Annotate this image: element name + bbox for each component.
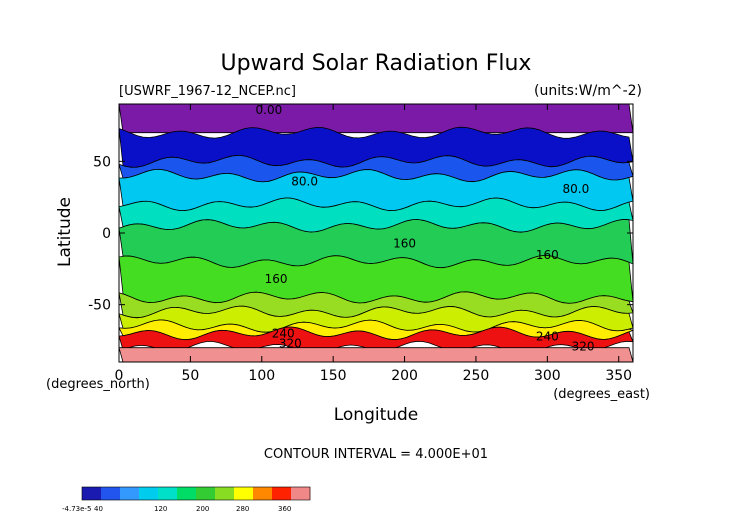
contour-interval-text: CONTOUR INTERVAL = 4.000E+01 <box>264 447 488 462</box>
y-axis-label: Latitude <box>55 197 75 267</box>
colorbar-swatch <box>139 487 159 500</box>
field-bands <box>119 104 633 362</box>
colorbar-swatch <box>158 487 178 500</box>
colorbar-tick-label: 120 <box>154 505 167 513</box>
x-tick-label: 300 <box>534 368 561 384</box>
contour-label: 0.00 <box>256 103 283 117</box>
contour-label: 320 <box>279 337 302 351</box>
band-0 <box>119 104 633 134</box>
colorbar-swatch <box>177 487 197 500</box>
colorbar-tick-label: 40 <box>94 505 103 513</box>
colorbar-swatch <box>272 487 292 500</box>
contour-label: 80.0 <box>563 182 590 196</box>
colorbar-swatch <box>196 487 216 500</box>
colorbar-swatch <box>291 487 311 500</box>
colorbar-tick-label: 360 <box>278 505 291 513</box>
colorbar-swatch <box>215 487 235 500</box>
contour-label: 160 <box>265 272 288 286</box>
band-10 <box>119 326 633 355</box>
x-tick-label: 100 <box>248 368 275 384</box>
contour-label: 80.0 <box>291 175 318 189</box>
colorbar-swatch <box>101 487 121 500</box>
x-unit-label: (degrees_east) <box>553 387 650 402</box>
x-tick-label: 250 <box>463 368 490 384</box>
colorbar: -4.73e-5 40 120 200 280 360 <box>62 486 311 513</box>
x-tick-label: 0 <box>115 368 124 384</box>
contour-label: 160 <box>393 236 416 250</box>
y-tick-label: 50 <box>93 154 111 170</box>
x-tick-label: 50 <box>181 368 199 384</box>
x-tick-label: 200 <box>391 368 418 384</box>
contour-label: 240 <box>536 330 559 344</box>
y-tick-label: 0 <box>102 226 111 242</box>
units-label: (units:W/m^-2) <box>534 83 642 99</box>
contour-label: 160 <box>536 248 559 262</box>
y-tick-label: -50 <box>88 298 111 314</box>
contour-label: 240 <box>272 327 295 341</box>
colorbar-tick-label: 280 <box>236 505 249 513</box>
colorbar-tick-label: -4.73e-5 <box>62 505 91 513</box>
colorbar-swatch <box>120 487 140 500</box>
colorbar-tick-label: 200 <box>196 505 209 513</box>
x-axis-label: Longitude <box>334 405 419 425</box>
file-label: [USWRF_1967-12_NCEP.nc] <box>119 84 296 99</box>
y-unit-label: (degrees_north) <box>46 377 150 392</box>
colorbar-swatch <box>234 487 254 500</box>
colorbar-swatch <box>253 487 273 500</box>
x-tick-label: 150 <box>320 368 347 384</box>
colorbar-swatch <box>82 487 102 500</box>
chart-title: Upward Solar Radiation Flux <box>221 51 532 76</box>
contour-label: 320 <box>572 340 595 354</box>
colorbar-frame <box>81 486 311 501</box>
band-11 <box>119 347 633 362</box>
plot-area <box>119 104 633 362</box>
axes: 0 50 100 150 200 250 300 350 50 0 -50 <box>88 103 634 384</box>
x-tick-label: 350 <box>605 368 632 384</box>
